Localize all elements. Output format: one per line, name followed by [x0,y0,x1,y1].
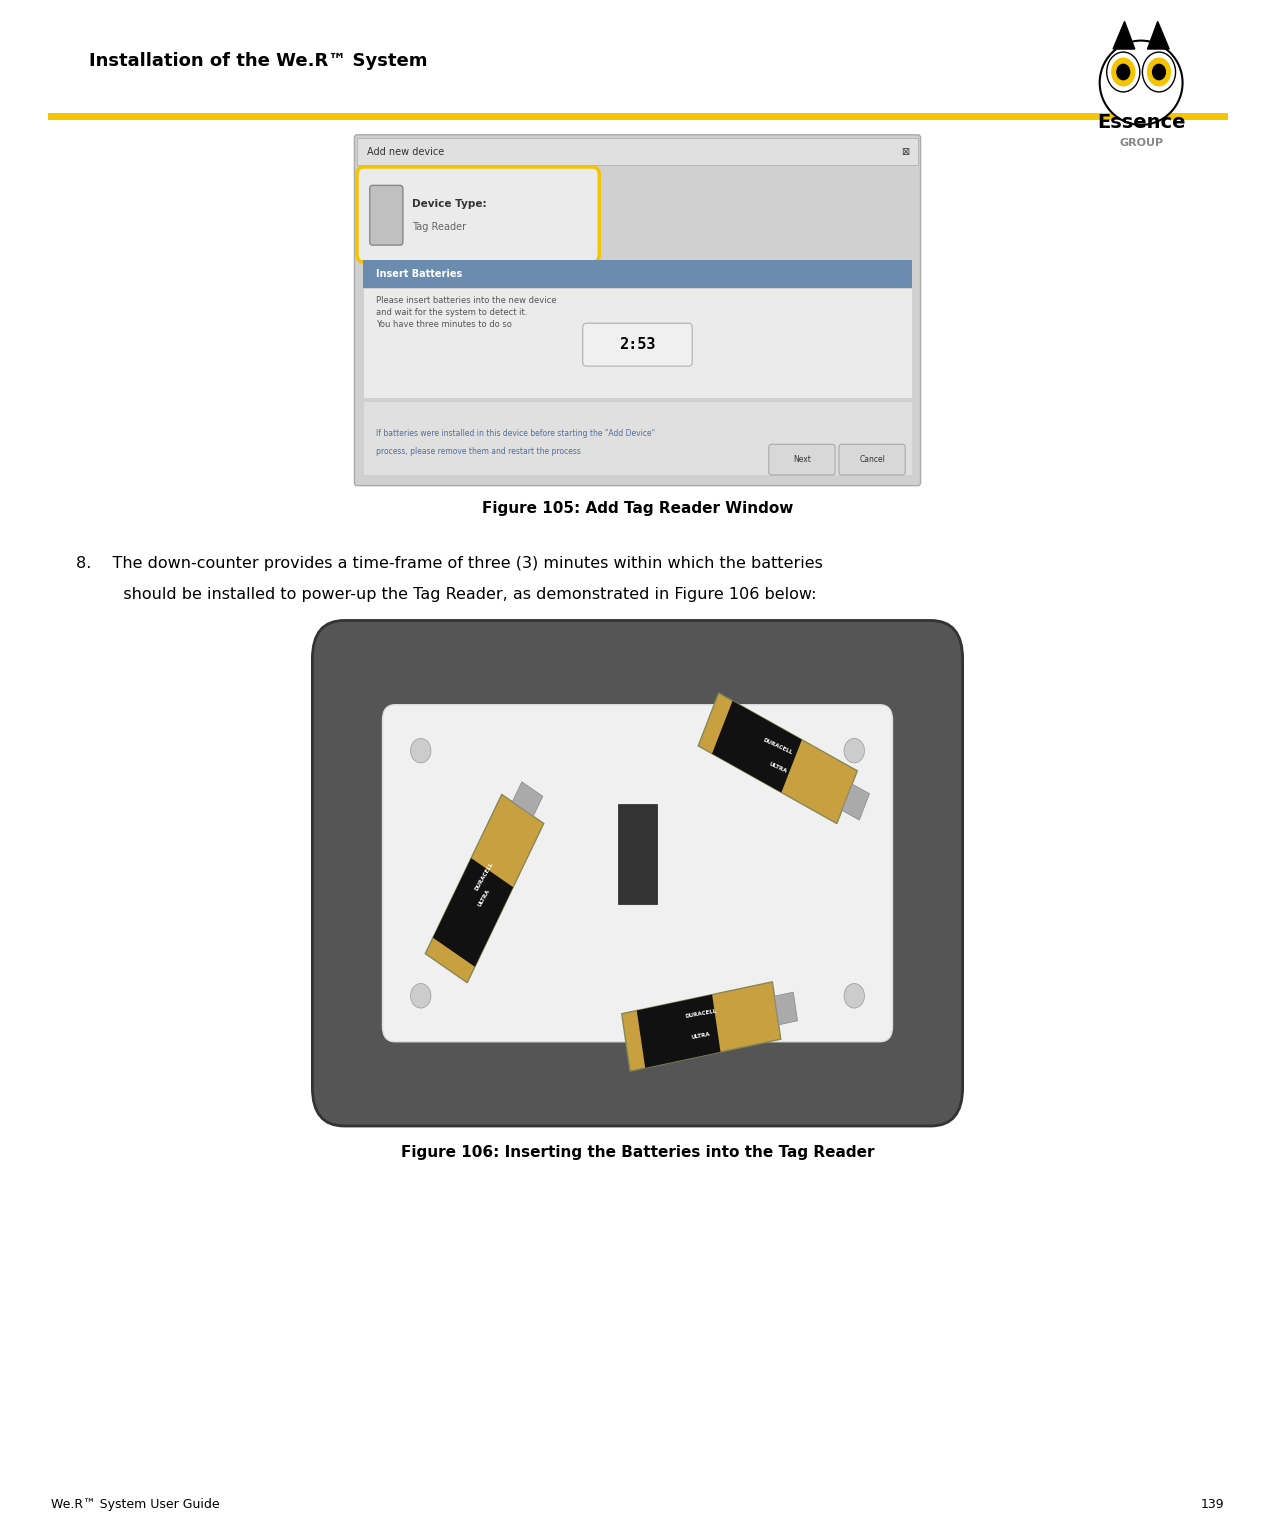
Polygon shape [426,795,543,982]
Text: DURACELL: DURACELL [685,1010,718,1019]
Text: Device Type:: Device Type: [412,199,487,208]
Circle shape [844,984,864,1008]
FancyBboxPatch shape [357,167,599,262]
Circle shape [1117,64,1130,80]
Circle shape [1107,52,1140,92]
Circle shape [844,738,864,763]
Text: 139: 139 [1200,1498,1224,1511]
Text: Essence: Essence [1096,113,1186,132]
Text: ULTRA: ULTRA [478,889,491,907]
Text: Cancel: Cancel [859,455,885,464]
Text: DURACELL: DURACELL [762,737,793,755]
Text: process, please remove them and restart the process: process, please remove them and restart … [376,447,581,457]
Circle shape [411,738,431,763]
FancyBboxPatch shape [583,323,692,366]
Text: We.R™ System User Guide: We.R™ System User Guide [51,1498,219,1511]
FancyBboxPatch shape [769,444,835,475]
Polygon shape [434,858,513,967]
Text: 2:53: 2:53 [620,337,655,352]
Text: If batteries were installed in this device before starting the "Add Device": If batteries were installed in this devi… [376,429,655,438]
Circle shape [411,984,431,1008]
Polygon shape [842,784,870,820]
Bar [363,288,912,398]
Polygon shape [622,982,780,1071]
FancyBboxPatch shape [312,620,963,1126]
Bar [618,804,657,904]
Text: GROUP: GROUP [1119,138,1163,149]
Text: Tag Reader: Tag Reader [412,222,465,231]
Polygon shape [1148,21,1169,49]
Text: ⊠: ⊠ [901,147,909,156]
Circle shape [1153,64,1165,80]
Text: DURACELL: DURACELL [474,861,495,892]
Text: ULTRA: ULTRA [768,761,788,774]
Polygon shape [774,993,798,1025]
Text: Please insert batteries into the new device: Please insert batteries into the new dev… [376,296,557,305]
Circle shape [1148,58,1170,86]
FancyBboxPatch shape [382,705,892,1042]
Polygon shape [513,781,543,817]
Polygon shape [699,692,857,824]
Bar [363,260,912,288]
Polygon shape [1113,21,1135,49]
Bar [363,401,912,475]
Text: Figure 105: Add Tag Reader Window: Figure 105: Add Tag Reader Window [482,501,793,516]
Bar [357,138,918,165]
Polygon shape [636,994,720,1068]
Text: and wait for the system to detect it.: and wait for the system to detect it. [376,308,528,317]
Ellipse shape [1099,41,1183,126]
Text: ULTRA: ULTRA [691,1031,711,1040]
Text: You have three minutes to do so: You have three minutes to do so [376,320,513,329]
Circle shape [1112,58,1135,86]
Text: Figure 106: Inserting the Batteries into the Tag Reader: Figure 106: Inserting the Batteries into… [400,1144,875,1160]
Text: Add new device: Add new device [367,147,445,156]
Text: should be installed to power-up the Tag Reader, as demonstrated in Figure 106 be: should be installed to power-up the Tag … [76,587,817,602]
Text: Installation of the We.R™ System: Installation of the We.R™ System [89,52,427,70]
Polygon shape [711,700,802,792]
FancyBboxPatch shape [839,444,905,475]
FancyBboxPatch shape [354,135,921,486]
Circle shape [1142,52,1176,92]
Text: Insert Batteries: Insert Batteries [376,270,463,279]
Bar [280,628,995,1118]
FancyBboxPatch shape [370,185,403,245]
Text: Next: Next [793,455,811,464]
Text: 8.  The down-counter provides a time-frame of three (3) minutes within which the: 8. The down-counter provides a time-fram… [76,556,824,571]
